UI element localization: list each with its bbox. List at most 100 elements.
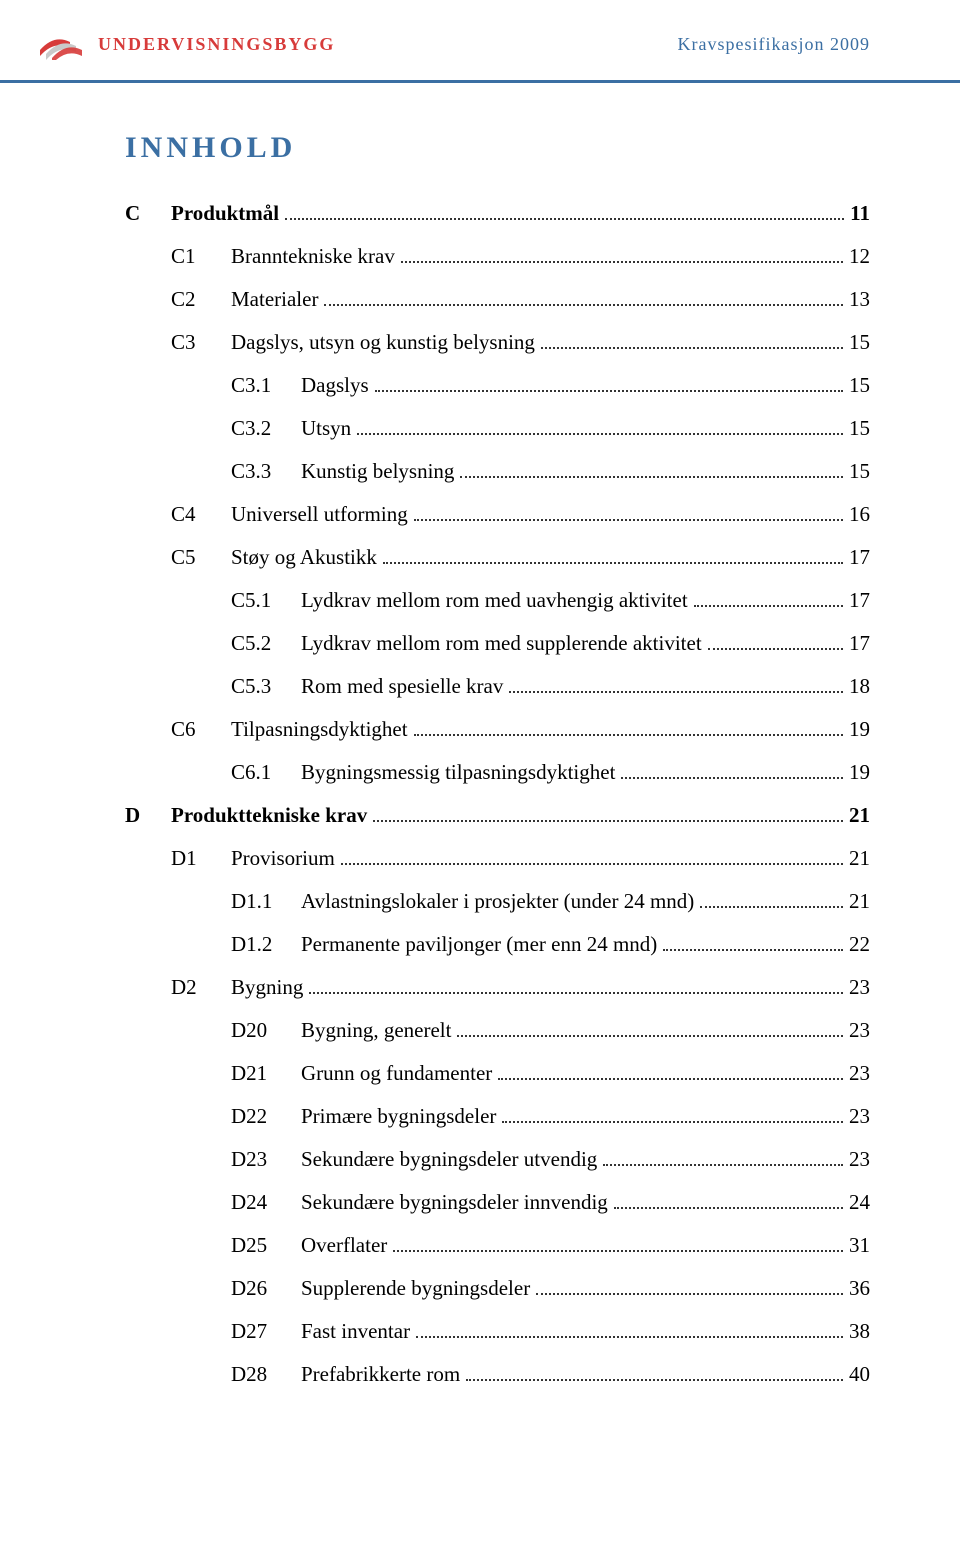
toc-label: Lydkrav mellom rom med supplerende aktiv… xyxy=(301,633,702,654)
toc-page-number: 21 xyxy=(849,891,870,912)
toc-code: C3 xyxy=(171,332,231,353)
toc-row[interactable]: D22Primære bygningsdeler23 xyxy=(125,1100,870,1127)
toc-row[interactable]: C3.1Dagslys15 xyxy=(125,369,870,396)
toc-label: Sekundære bygningsdeler utvendig xyxy=(301,1149,597,1170)
content: INNHOLD CProduktmål11 C1Branntekniske kra… xyxy=(0,131,960,1441)
toc-row[interactable]: C5.2Lydkrav mellom rom med supplerende a… xyxy=(125,627,870,654)
toc-code: C5 xyxy=(171,547,231,568)
toc-row[interactable]: C5.1Lydkrav mellom rom med uavhengig akt… xyxy=(125,584,870,611)
toc-label: Lydkrav mellom rom med uavhengig aktivit… xyxy=(301,590,688,611)
toc-label: Bygningsmessig tilpasningsdyktighet xyxy=(301,762,615,783)
toc-row[interactable]: DProdukttekniske krav 21 xyxy=(125,799,870,826)
toc-leader-dots xyxy=(603,1143,843,1166)
toc-page-number: 15 xyxy=(849,332,870,353)
toc-row[interactable]: D1.1Avlastningslokaler i prosjekter (und… xyxy=(125,885,870,912)
toc-label: Rom med spesielle krav xyxy=(301,676,503,697)
toc-code: D xyxy=(125,805,171,826)
toc-page-number: 23 xyxy=(849,1020,870,1041)
toc-code: D2 xyxy=(171,977,231,998)
table-of-contents: CProduktmål11 C1Branntekniske krav12 C2Mat… xyxy=(125,197,870,1385)
brand-name: UNDERVISNINGSBYGG xyxy=(98,34,335,55)
toc-code: D26 xyxy=(231,1278,301,1299)
page-header: UNDERVISNINGSBYGG Kravspesifikasjon 2009 xyxy=(0,0,960,76)
toc-code: D25 xyxy=(231,1235,301,1256)
toc-code: D1.1 xyxy=(231,891,301,912)
toc-leader-dots xyxy=(373,799,843,822)
toc-page-number: 22 xyxy=(849,934,870,955)
toc-code: D24 xyxy=(231,1192,301,1213)
toc-row[interactable]: D23Sekundære bygningsdeler utvendig23 xyxy=(125,1143,870,1170)
toc-code: C5.3 xyxy=(231,676,301,697)
toc-page-number: 15 xyxy=(849,375,870,396)
toc-row[interactable]: C4Universell utforming16 xyxy=(125,498,870,525)
toc-row[interactable]: C2Materialer13 xyxy=(125,283,870,310)
toc-page-number: 36 xyxy=(849,1278,870,1299)
toc-row[interactable]: CProduktmål11 xyxy=(125,197,870,224)
toc-label: Avlastningslokaler i prosjekter (under 2… xyxy=(301,891,694,912)
logo-icon xyxy=(40,28,90,60)
toc-row[interactable]: D1Provisorium21 xyxy=(125,842,870,869)
toc-page-number: 23 xyxy=(849,1063,870,1084)
toc-leader-dots xyxy=(466,1358,843,1381)
toc-leader-dots xyxy=(401,240,843,263)
toc-leader-dots xyxy=(621,756,843,779)
toc-page-number: 38 xyxy=(849,1321,870,1342)
toc-row[interactable]: D2Bygning23 xyxy=(125,971,870,998)
toc-code: D20 xyxy=(231,1020,301,1041)
toc-code: C5.1 xyxy=(231,590,301,611)
toc-leader-dots xyxy=(309,971,843,994)
toc-leader-dots xyxy=(375,369,843,392)
toc-row[interactable]: D28Prefabrikkerte rom40 xyxy=(125,1358,870,1385)
toc-row[interactable]: D27Fast inventar38 xyxy=(125,1315,870,1342)
toc-leader-dots xyxy=(324,283,843,306)
toc-row[interactable]: C5.3Rom med spesielle krav18 xyxy=(125,670,870,697)
toc-label: Tilpasningsdyktighet xyxy=(231,719,408,740)
toc-label: Dagslys, utsyn og kunstig belysning xyxy=(231,332,535,353)
toc-row[interactable]: D25Overflater31 xyxy=(125,1229,870,1256)
toc-row[interactable]: C1Branntekniske krav12 xyxy=(125,240,870,267)
toc-row[interactable]: C3.2Utsyn15 xyxy=(125,412,870,439)
toc-row[interactable]: C6Tilpasningsdyktighet19 xyxy=(125,713,870,740)
toc-leader-dots xyxy=(460,455,843,478)
toc-label: Bygning, generelt xyxy=(301,1020,451,1041)
toc-label: Supplerende bygningsdeler xyxy=(301,1278,530,1299)
toc-leader-dots xyxy=(541,326,843,349)
toc-code: D22 xyxy=(231,1106,301,1127)
toc-row[interactable]: D1.2Permanente paviljonger (mer enn 24 m… xyxy=(125,928,870,955)
toc-row[interactable]: D20Bygning, generelt 23 xyxy=(125,1014,870,1041)
toc-page-number: 21 xyxy=(849,805,870,826)
toc-leader-dots xyxy=(285,197,844,220)
toc-row[interactable]: D21 Grunn og fundamenter23 xyxy=(125,1057,870,1084)
toc-leader-dots xyxy=(414,713,843,736)
toc-label: Produkttekniske krav xyxy=(171,805,367,826)
toc-row[interactable]: D24Sekundære bygningsdeler innvendig24 xyxy=(125,1186,870,1213)
toc-page-number: 23 xyxy=(849,977,870,998)
toc-code: D28 xyxy=(231,1364,301,1385)
toc-code: C1 xyxy=(171,246,231,267)
toc-leader-dots xyxy=(614,1186,843,1209)
toc-row[interactable]: C3.3Kunstig belysning15 xyxy=(125,455,870,482)
toc-row[interactable]: C6.1Bygningsmessig tilpasningsdyktighet1… xyxy=(125,756,870,783)
toc-code: C6.1 xyxy=(231,762,301,783)
toc-row[interactable]: C5Støy og Akustikk17 xyxy=(125,541,870,568)
toc-code: C3.2 xyxy=(231,418,301,439)
toc-code: D27 xyxy=(231,1321,301,1342)
toc-leader-dots xyxy=(708,627,843,650)
toc-label: Støy og Akustikk xyxy=(231,547,377,568)
toc-page-number: 17 xyxy=(849,633,870,654)
toc-code: C3.1 xyxy=(231,375,301,396)
toc-page-number: 21 xyxy=(849,848,870,869)
toc-leader-dots xyxy=(414,498,843,521)
toc-code: D1 xyxy=(171,848,231,869)
toc-page-number: 11 xyxy=(850,203,870,224)
page-title: INNHOLD xyxy=(125,131,870,165)
toc-leader-dots xyxy=(393,1229,843,1252)
toc-page-number: 23 xyxy=(849,1106,870,1127)
toc-code: C3.3 xyxy=(231,461,301,482)
brand-logo: UNDERVISNINGSBYGG xyxy=(40,28,335,60)
toc-row[interactable]: D26Supplerende bygningsdeler 36 xyxy=(125,1272,870,1299)
toc-row[interactable]: C3Dagslys, utsyn og kunstig belysning 15 xyxy=(125,326,870,353)
toc-code: C6 xyxy=(171,719,231,740)
toc-label: Branntekniske krav xyxy=(231,246,395,267)
toc-page-number: 16 xyxy=(849,504,870,525)
